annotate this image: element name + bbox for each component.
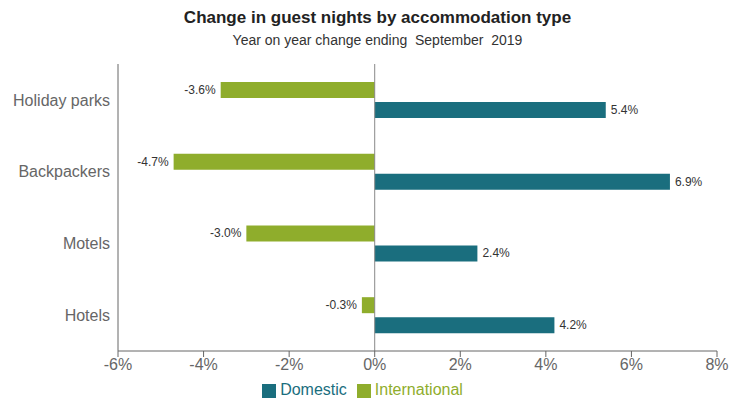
- svg-text:-0.3%: -0.3%: [326, 298, 358, 312]
- svg-text:6%: 6%: [620, 356, 643, 373]
- svg-text:4.2%: 4.2%: [559, 318, 587, 332]
- svg-text:Backpackers: Backpackers: [18, 163, 110, 180]
- svg-text:2%: 2%: [449, 356, 472, 373]
- svg-text:-3.6%: -3.6%: [184, 83, 216, 97]
- svg-text:-6%: -6%: [104, 356, 132, 373]
- svg-text:-4%: -4%: [189, 356, 217, 373]
- svg-text:Holiday parks: Holiday parks: [13, 92, 110, 109]
- svg-text:Hotels: Hotels: [65, 307, 110, 324]
- svg-text:6.9%: 6.9%: [675, 175, 703, 189]
- html-text:Domestic: Domestic: [280, 381, 347, 398]
- svg-text:-3.0%: -3.0%: [210, 226, 242, 240]
- html-text:International: International: [374, 381, 463, 398]
- svg-text:8%: 8%: [705, 356, 728, 373]
- svg-text:-4.7%: -4.7%: [137, 155, 169, 169]
- html-text:Year on year change ending Sep: Year on year change ending September 201…: [232, 32, 523, 48]
- svg-text:-2%: -2%: [275, 356, 303, 373]
- svg-text:2.4%: 2.4%: [482, 246, 510, 260]
- svg-text:0%: 0%: [363, 356, 386, 373]
- svg-text:5.4%: 5.4%: [611, 103, 639, 117]
- svg-text:Motels: Motels: [63, 235, 110, 252]
- svg-text:4%: 4%: [534, 356, 557, 373]
- html-text:Change in guest nights by acco: Change in guest nights by accommodation …: [183, 8, 572, 27]
